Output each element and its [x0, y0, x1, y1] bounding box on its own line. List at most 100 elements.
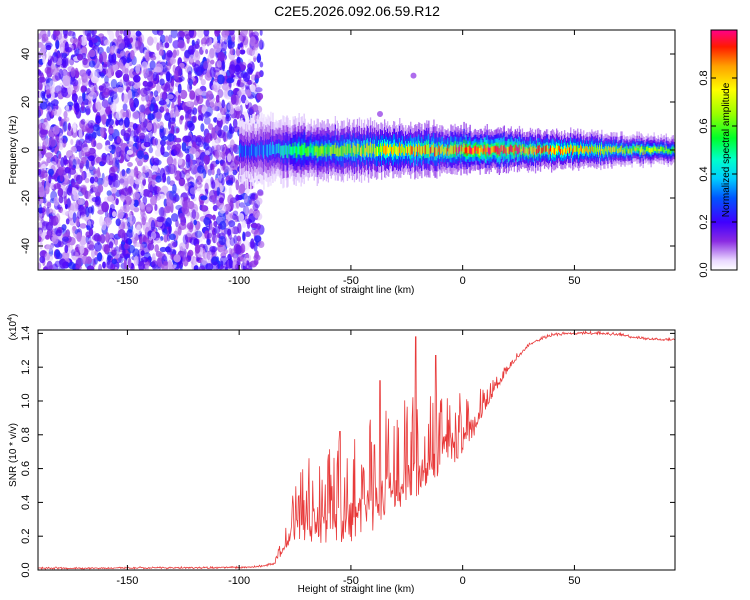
signal-band-slice — [295, 146, 297, 159]
noise-blob — [227, 229, 230, 237]
noise-blob — [59, 258, 67, 269]
signal-band-slice — [642, 149, 644, 155]
snr-plot-area — [38, 330, 675, 570]
noise-blob — [118, 119, 124, 126]
signal-band-slice — [392, 146, 394, 157]
signal-band-slice — [524, 148, 527, 155]
noise-blob — [94, 256, 98, 265]
noise-blob — [225, 266, 229, 270]
noise-blob — [140, 243, 145, 251]
noise-blob — [158, 100, 167, 106]
signal-band-slice — [495, 145, 497, 152]
signal-band-slice — [619, 147, 621, 153]
signal-band-slice — [351, 146, 354, 157]
noise-blob — [258, 39, 265, 50]
noise-blob — [159, 246, 167, 253]
noise-blob — [38, 229, 43, 237]
noise-blob — [121, 55, 128, 65]
noise-blob — [255, 71, 261, 79]
signal-band-slice — [335, 148, 337, 157]
noise-blob — [160, 185, 169, 196]
noise-blob — [147, 242, 155, 251]
noise-blob — [77, 186, 83, 192]
signal-band-slice — [308, 146, 310, 156]
noise-blob — [221, 177, 225, 186]
noise-blob — [159, 34, 166, 43]
noise-blob — [45, 180, 51, 190]
noise-blob — [210, 176, 214, 185]
noise-blob — [168, 121, 177, 129]
noise-blob — [237, 43, 241, 50]
signal-band-slice — [593, 146, 595, 153]
signal-band-slice — [555, 148, 557, 155]
signal-band-slice — [573, 145, 575, 153]
noise-blob — [189, 147, 197, 155]
signal-band-slice — [418, 143, 420, 153]
noise-blob — [119, 150, 124, 157]
signal-band-slice — [285, 143, 287, 155]
noise-blob — [147, 113, 155, 121]
signal-band-slice — [409, 146, 411, 155]
noise-blob — [58, 166, 63, 176]
noise-blob — [250, 84, 256, 93]
x-tick-label: -100 — [228, 575, 250, 587]
signal-band-slice — [328, 143, 330, 153]
signal-band-slice — [538, 144, 541, 152]
signal-band-slice — [428, 143, 430, 154]
signal-band-slice — [523, 146, 526, 154]
signal-band-slice — [330, 146, 332, 157]
noise-blob — [227, 228, 232, 236]
signal-band-slice — [269, 143, 271, 156]
signal-band-slice — [345, 145, 348, 154]
signal-band-slice — [289, 144, 291, 155]
signal-band-slice — [275, 144, 277, 155]
signal-band-slice — [366, 142, 369, 154]
signal-band-slice — [520, 148, 523, 155]
noise-blob — [101, 220, 107, 231]
noise-blob — [195, 136, 202, 146]
noise-blob — [88, 155, 95, 162]
spectrogram-plot-area — [38, 30, 675, 270]
noise-blob — [204, 182, 209, 193]
noise-blob — [252, 203, 259, 212]
signal-band-slice — [313, 145, 315, 156]
noise-blob — [177, 83, 182, 94]
signal-band-slice — [560, 149, 562, 155]
noise-blob — [217, 51, 226, 61]
signal-band-slice — [388, 147, 390, 157]
noise-blob — [187, 109, 195, 115]
signal-band-slice — [302, 145, 304, 156]
signal-band-slice — [461, 144, 463, 152]
noise-blob — [76, 232, 82, 242]
noise-blob — [201, 257, 208, 266]
noise-blob — [237, 79, 241, 87]
signal-band-slice — [571, 145, 573, 151]
y-tick-label: 0.6 — [20, 461, 32, 476]
noise-blob — [235, 244, 243, 255]
signal-band-slice — [240, 143, 242, 154]
noise-blob — [125, 79, 132, 91]
signal-band-slice — [541, 147, 544, 154]
signal-band-slice — [657, 146, 659, 152]
signal-band-slice — [333, 144, 335, 154]
signal-band-slice — [317, 145, 319, 157]
noise-blob — [94, 83, 98, 93]
noise-blob — [189, 187, 197, 195]
noise-blob — [229, 47, 235, 56]
noise-blob — [127, 258, 132, 269]
noise-blob — [259, 30, 263, 36]
noise-blob — [132, 228, 137, 238]
signal-band-slice — [597, 145, 599, 152]
noise-blob — [249, 36, 256, 47]
signal-band-slice — [277, 143, 279, 153]
signal-band-slice — [505, 148, 507, 156]
noise-blob — [160, 145, 165, 156]
noise-blob — [151, 122, 157, 134]
noise-blob — [61, 52, 68, 59]
noise-blob — [203, 30, 210, 37]
noise-blob — [140, 207, 146, 218]
noise-blob — [112, 171, 117, 182]
noise-blob — [88, 60, 96, 68]
signal-band-slice — [545, 144, 548, 152]
